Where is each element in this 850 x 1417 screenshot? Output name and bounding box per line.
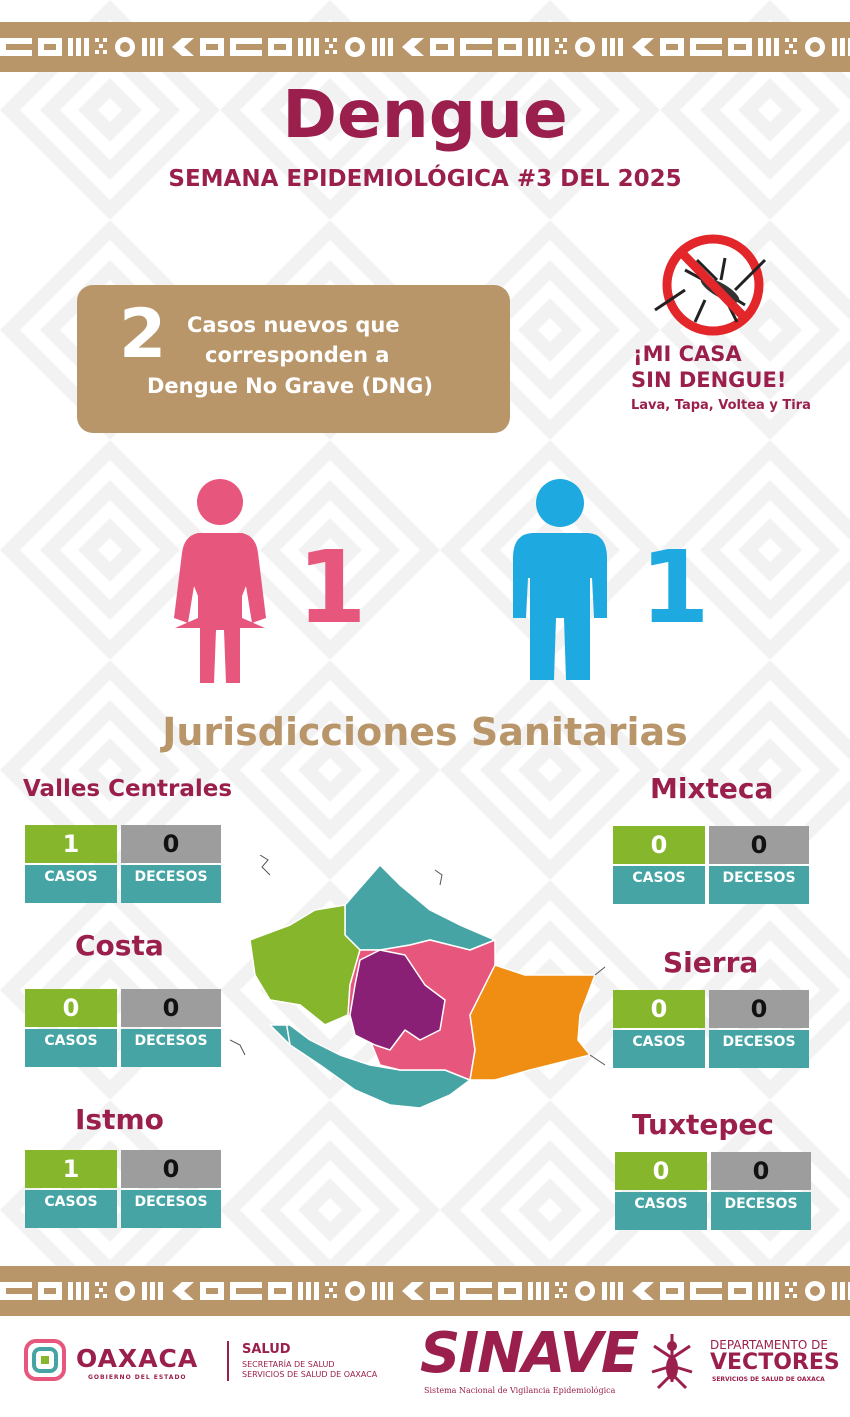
page-title: Dengue [282,76,568,153]
mixteca-decesos-label: DECESOS [709,866,809,904]
sierra-casos-value: 0 [613,990,705,1028]
campaign-line3: Lava, Tapa, Voltea y Tira [631,398,811,413]
bottom-decorative-band [0,1266,850,1316]
campaign-line2: SIN DENGUE! [631,368,786,392]
jurisdiction-name-tuxtepec: Tuxtepec [632,1108,775,1141]
campaign-line1: ¡MI CASA [633,342,742,366]
costa-decesos-value: 0 [121,989,221,1027]
vectores-line1: DEPARTAMENTO DE [710,1338,828,1352]
jurisdiction-name-valles: Valles Centrales [23,776,233,802]
map-region-valles [249,904,361,1026]
new-cases-number: 2 [119,295,167,374]
jurisdiction-name-sierra: Sierra [663,946,759,979]
istmo-casos-label: CASOS [25,1190,117,1228]
female-person-icon [174,479,266,683]
tuxtepec-decesos-value: 0 [711,1152,811,1190]
tuxtepec-decesos-label: DECESOS [711,1192,811,1230]
jurisdiction-stats-istmo: 1 0 CASOS DECESOS [25,1150,221,1228]
map-region-sierra [349,949,446,1051]
istmo-decesos-value: 0 [121,1150,221,1188]
mixteca-decesos-value: 0 [709,826,809,864]
sinave-subtitle: Sistema Nacional de Vigilancia Epidemiol… [424,1386,616,1395]
mosquito-vector-icon [651,1334,693,1390]
no-mosquito-icon [654,234,767,336]
costa-decesos-label: DECESOS [121,1029,221,1067]
campaign-line2a: SIN [631,368,679,392]
map-region-mixteca [344,864,496,951]
male-count: 1 [640,529,710,646]
new-cases-line1: Casos nuevos que [187,313,400,337]
map-region-istmo [469,964,596,1081]
mixteca-casos-value: 0 [613,826,705,864]
sierra-decesos-label: DECESOS [709,1030,809,1068]
sinave-logo: SINAVE [420,1321,639,1386]
istmo-casos-value: 1 [25,1150,117,1188]
jurisdiction-stats-valles: 1 0 CASOS DECESOS [25,825,221,903]
section-title-jurisdicciones: Jurisdicciones Sanitarias [162,710,688,754]
new-cases-line3: Dengue No Grave (DNG) [147,374,433,398]
jurisdiction-name-costa: Costa [75,929,164,962]
jurisdiction-stats-costa: 0 0 CASOS DECESOS [25,989,221,1067]
vectores-line3: SERVICIOS DE SALUD DE OAXACA [712,1376,825,1383]
jurisdiction-name-mixteca: Mixteca [650,772,774,805]
new-cases-line2: corresponden a [205,343,390,367]
salud-subtitle2: SERVICIOS DE SALUD DE OAXACA [242,1370,378,1379]
jurisdiction-name-istmo: Istmo [75,1103,164,1136]
salud-subtitle1: SECRETARÍA DE SALUD [242,1360,335,1369]
oaxaca-subtitle: GOBIERNO DEL ESTADO [88,1374,187,1381]
valles-decesos-label: DECESOS [121,865,221,903]
top-decorative-band [0,22,850,72]
salud-name: SALUD [242,1342,291,1357]
campaign-line2b: DENGUE! [678,368,787,392]
mixteca-casos-label: CASOS [613,866,705,904]
tuxtepec-casos-label: CASOS [615,1192,707,1230]
jurisdiction-stats-sierra: 0 0 CASOS DECESOS [613,990,809,1068]
sierra-decesos-value: 0 [709,990,809,1028]
oaxaca-jurisdictions-map [230,855,606,1109]
jurisdiction-stats-mixteca: 0 0 CASOS DECESOS [613,826,809,904]
valles-casos-value: 1 [25,825,117,863]
page-subtitle: SEMANA EPIDEMIOLÓGICA #3 DEL 2025 [168,166,682,192]
oaxaca-logo-icon [24,1339,66,1381]
sierra-casos-label: CASOS [613,1030,705,1068]
istmo-decesos-label: DECESOS [121,1190,221,1228]
oaxaca-name: OAXACA [76,1344,199,1373]
vectores-line2: VECTORES [710,1350,840,1375]
female-count: 1 [297,529,367,646]
new-cases-box: 2 Casos nuevos que corresponden a Dengue… [77,285,510,433]
footer-divider [227,1341,229,1381]
costa-casos-value: 0 [25,989,117,1027]
male-person-icon [513,479,607,680]
tuxtepec-casos-value: 0 [615,1152,707,1190]
costa-casos-label: CASOS [25,1029,117,1067]
jurisdiction-stats-tuxtepec: 0 0 CASOS DECESOS [615,1152,811,1230]
footer-logos: OAXACA GOBIERNO DEL ESTADO SALUD SECRETA… [0,1316,850,1417]
valles-decesos-value: 0 [121,825,221,863]
valles-casos-label: CASOS [25,865,117,903]
campaign-logo: ¡MI CASA SIN DENGUE! Lava, Tapa, Voltea … [625,230,825,425]
